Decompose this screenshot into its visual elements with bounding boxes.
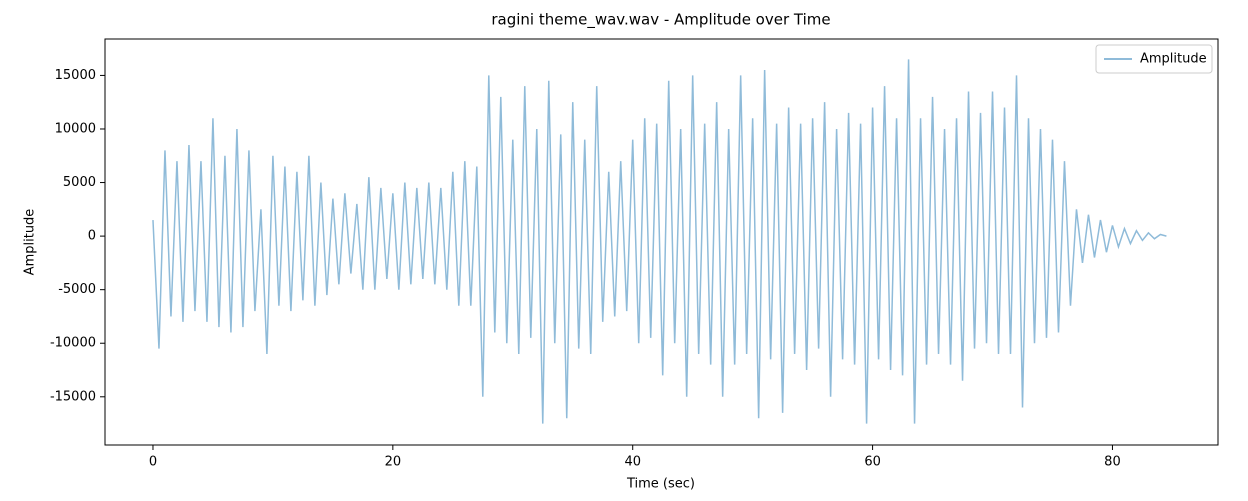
y-tick-label: -10000 [50, 336, 96, 351]
y-tick-label: -15000 [50, 389, 96, 404]
legend-box [1095, 44, 1213, 74]
x-tick-label: 80 [1104, 455, 1121, 470]
y-axis-label: Amplitude [23, 209, 38, 276]
y-tick-label: 15000 [55, 68, 96, 83]
y-tick-label: 0 [88, 229, 96, 244]
waveform-line [152, 59, 1167, 424]
plot-frame [104, 38, 1219, 446]
x-axis-label: Time (sec) [626, 477, 695, 492]
y-tick-label: 10000 [55, 121, 96, 136]
chart-title: ragini theme_wav.wav - Amplitude over Ti… [491, 11, 830, 30]
y-tick-label: 5000 [63, 175, 96, 190]
x-tick-label: 20 [385, 455, 402, 470]
x-tick-label: 40 [624, 455, 641, 470]
y-tick-label: -5000 [58, 282, 96, 297]
legend-label: Amplitude [1140, 52, 1207, 67]
x-tick-label: 60 [864, 455, 881, 470]
x-tick-label: 0 [149, 455, 157, 470]
